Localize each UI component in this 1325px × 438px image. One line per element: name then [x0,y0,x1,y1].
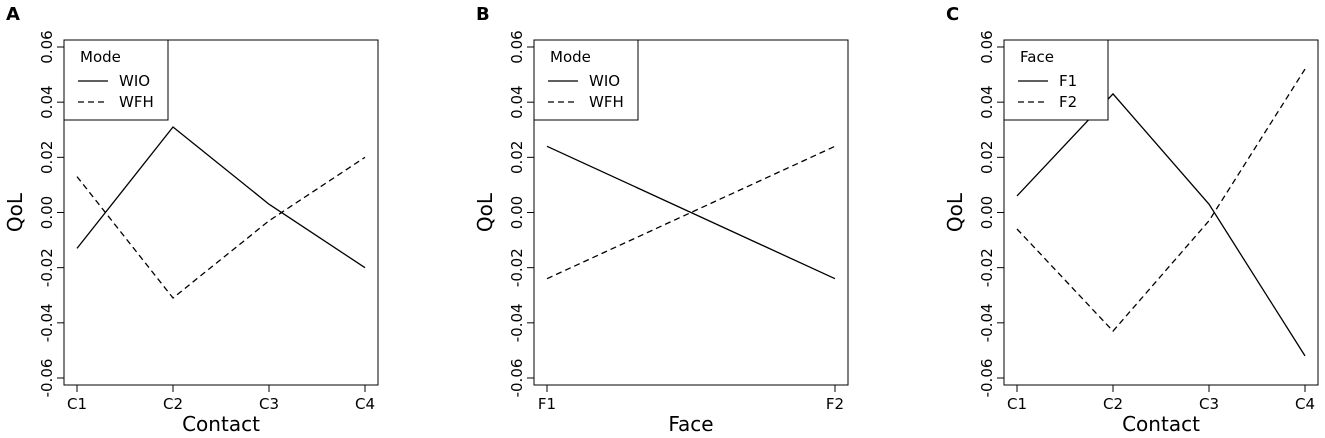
y-tick-label: 0.06 [38,30,56,63]
y-tick-label: 0.00 [508,196,526,229]
legend-entry: F2 [1059,93,1077,111]
y-tick-label: 0.06 [978,30,996,63]
series-line-f1 [1016,92,1306,357]
x-tick-label: C1 [1007,395,1027,413]
legend-title: Mode [80,48,121,66]
y-tick-label: -0.06 [978,359,996,398]
legend-entry: WFH [589,93,624,111]
legend-box [63,39,169,121]
series-line-wfh [76,156,366,299]
panel-label: B [476,4,490,25]
x-tick-label: C2 [163,395,183,413]
x-tick-label: C4 [355,395,375,413]
panel-label: A [6,4,20,25]
y-tick-label: 0.02 [38,141,56,174]
x-tick-label: F2 [826,395,844,413]
x-axis-title: Contact [182,412,260,436]
x-axis-title: Face [668,412,713,436]
y-tick-label: 0.00 [38,196,56,229]
legend-entry: WIO [119,72,150,90]
series-line-wfh [546,145,836,280]
y-tick-label: -0.06 [38,359,56,398]
y-tick-label: 0.02 [978,141,996,174]
series-line-wio [76,126,366,269]
legend-entry: WIO [589,72,620,90]
y-tick-label: -0.06 [508,359,526,398]
y-axis-title: QoL [3,192,27,232]
legend-box [533,39,639,121]
x-tick-label: C3 [259,395,279,413]
legend-entry: WFH [119,93,154,111]
y-axis-title: QoL [473,192,497,232]
y-tick-label: 0.06 [508,30,526,63]
x-tick-label: C3 [1199,395,1219,413]
x-tick-label: C1 [67,395,87,413]
y-tick-label: 0.04 [508,85,526,118]
x-axis-title: Contact [1122,412,1200,436]
legend-box [1003,39,1109,121]
x-tick-label: C2 [1103,395,1123,413]
chart-panel-c: C -0.06 -0.04 -0.02 0.00 0.02 0.04 0.06 C1 C2 C3 C4… [943,4,1319,436]
series-line-f2 [1016,68,1306,333]
y-tick-label: -0.04 [508,303,526,342]
legend-title: Face [1020,48,1054,66]
y-tick-label: 0.04 [38,85,56,118]
y-tick-label: 0.02 [508,141,526,174]
y-tick-label: 0.00 [978,196,996,229]
y-axis-title: QoL [943,192,967,232]
y-tick-label: -0.02 [38,248,56,287]
y-tick-label: -0.04 [978,303,996,342]
chart-panel-b: B -0.06 -0.04 -0.02 0.00 0.02 0.04 0.06 F1 F2 Face… [473,4,849,436]
y-tick-label: -0.02 [508,248,526,287]
y-tick-label: 0.04 [978,85,996,118]
panel-label: C [946,4,959,25]
x-tick-label: F1 [538,395,556,413]
y-tick-label: -0.04 [38,303,56,342]
y-tick-label: -0.02 [978,248,996,287]
legend-entry: F1 [1059,72,1077,90]
series-line-wio [546,145,836,280]
x-tick-label: C4 [1295,395,1315,413]
legend-title: Mode [550,48,591,66]
chart-panel-a: A -0.06 -0.04 -0.02 0.00 0.02 0.04 0.06 C1 C2 C3 C4… [3,4,379,436]
